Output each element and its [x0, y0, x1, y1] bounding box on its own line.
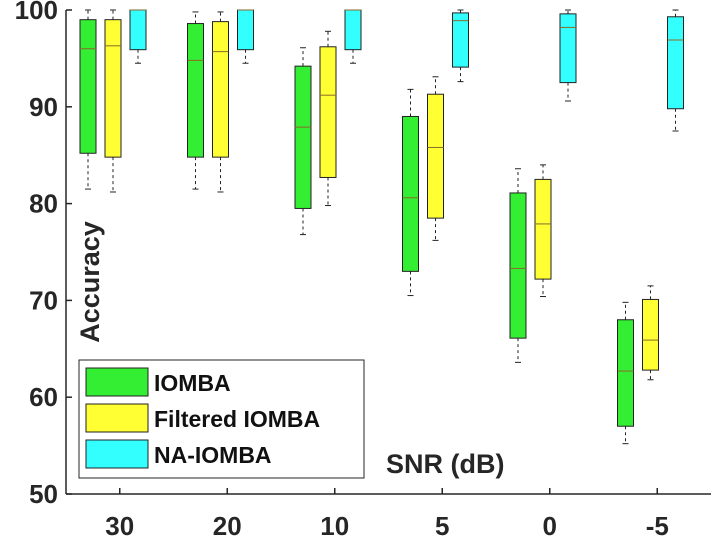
legend-swatch-iomba [85, 367, 149, 397]
box-iomba-20 [187, 23, 204, 158]
box-na-iomba-20 [237, 9, 254, 51]
legend-label-filtered-iomba: Filtered IOMBA [154, 406, 320, 432]
y-tick-label-70: 70 [29, 285, 58, 315]
box-filtered-iomba-20 [212, 21, 229, 158]
box-na-iomba-0 [559, 13, 577, 84]
box-iomba-10 [294, 65, 312, 209]
box-iomba-5 [402, 115, 419, 272]
legend-label-na-iomba: NA-IOMBA [154, 442, 272, 468]
y-tick-label-100: 100 [15, 0, 58, 25]
x-tick-label-20: 20 [213, 511, 242, 540]
x-tick-label-30: 30 [105, 511, 134, 540]
x-tick-label-5: 5 [435, 511, 449, 540]
x-axis-title: SNR (dB) [386, 449, 504, 479]
box-na-iomba-5 [452, 12, 469, 68]
box-na-iomba-10 [344, 9, 362, 51]
box-filtered-iomba-30 [104, 19, 122, 158]
legend: IOMBA Filtered IOMBA NA-IOMBA [78, 359, 365, 479]
legend-swatch-filtered-iomba [85, 403, 149, 433]
axes-layer [65, 10, 711, 495]
y-tick-label-80: 80 [29, 189, 58, 219]
x-tick-label-10: 10 [320, 511, 349, 540]
box-iomba-30 [79, 19, 97, 154]
y-tick-label-60: 60 [29, 382, 58, 412]
box-iomba--5 [617, 319, 634, 427]
boxes-layer [79, 9, 684, 445]
y-tick-label-50: 50 [29, 479, 58, 509]
y-axis-title: Accuracy [75, 221, 105, 343]
box-iomba-0 [509, 192, 527, 339]
x-tick-label-0: 0 [543, 511, 557, 540]
box-filtered-iomba-0 [534, 178, 552, 280]
box-filtered-iomba--5 [642, 298, 659, 371]
box-filtered-iomba-5 [427, 93, 444, 219]
y-tick-label-90: 90 [29, 92, 58, 122]
x-tick-label--5: -5 [646, 511, 669, 540]
box-filtered-iomba-10 [319, 46, 337, 178]
legend-label-iomba: IOMBA [154, 370, 231, 396]
box-na-iomba-30 [129, 9, 147, 51]
legend-swatch-na-iomba [85, 439, 149, 469]
box-na-iomba--5 [667, 16, 684, 110]
